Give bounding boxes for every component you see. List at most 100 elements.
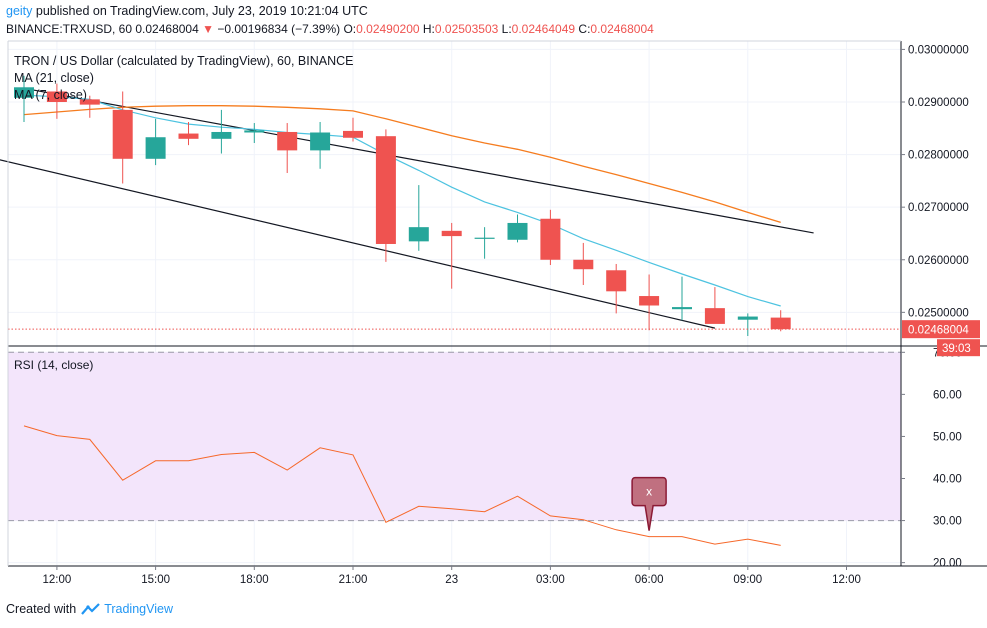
candle-body: [211, 131, 232, 139]
candle-up: [507, 214, 528, 243]
countdown-tag-bg: [937, 339, 980, 357]
last-price-tag-bg: [902, 320, 980, 339]
candle-body: [277, 131, 298, 151]
trend-lines[interactable]: [0, 87, 814, 329]
candle-body: [704, 308, 725, 324]
last-price-tag: 0.02468004 39:03: [902, 320, 980, 357]
trend-line: [0, 159, 716, 329]
x-tick-label: 12:00: [43, 574, 72, 586]
x-tick-label: 15:00: [141, 574, 170, 586]
tradingview-logo[interactable]: TradingView: [80, 602, 173, 616]
symbol-info: BINANCE:TRXUSD, 60 0.02468004 ▼ −0.00196…: [6, 22, 654, 36]
rsi-band: [8, 352, 901, 521]
candle-body: [770, 317, 791, 330]
candle-down: [178, 121, 199, 146]
candle-down: [79, 95, 100, 118]
symbol-line: BINANCE:TRXUSD, 60: [6, 22, 133, 36]
candle-body: [540, 218, 561, 260]
price-axis[interactable]: 0.03000000 0.02900000 0.02800000 0.02700000…: [901, 44, 969, 319]
published-text: published on TradingView.com, July 23, 2…: [35, 4, 368, 18]
y-tick-label: 0.02600000: [908, 255, 969, 267]
candle-up: [737, 313, 758, 337]
candle-up: [474, 227, 495, 259]
ma21-line: [23, 105, 781, 224]
candle-body: [639, 296, 660, 306]
ma7-line: [23, 94, 781, 307]
candles: [14, 75, 791, 337]
candle-down: [606, 263, 627, 314]
y-tick-label: 0.02500000: [908, 307, 969, 319]
x-tick-label: 18:00: [240, 574, 269, 586]
rsi-line: [23, 425, 781, 546]
candle-body: [112, 109, 133, 159]
rsi-marker[interactable]: x: [631, 476, 667, 531]
y-tick-label: 0.02700000: [908, 202, 969, 214]
candle-down: [46, 83, 67, 119]
x-tick-label: 23: [445, 574, 458, 586]
candle-down: [573, 242, 594, 285]
last-price-tag-text: 0.02468004: [908, 325, 969, 337]
open-value: 0.02490200: [356, 22, 420, 36]
rsi-title: RSI (14, close): [14, 358, 93, 372]
chart-title: TRON / US Dollar (calculated by TradingV…: [14, 54, 353, 68]
trend-line: [23, 87, 814, 234]
marker-label: x: [646, 485, 652, 499]
candle-body: [244, 130, 265, 133]
rsi-tick-label: 30.00: [933, 516, 962, 528]
rsi-tick-label: 50.00: [933, 431, 962, 443]
candle-up: [672, 276, 692, 321]
candle-body: [178, 133, 199, 139]
y-tick-label: 0.03000000: [908, 44, 969, 56]
legend-ma7: MA (7, close): [14, 88, 87, 102]
last-price: 0.02468004: [135, 22, 199, 36]
y-tick-label: 0.02900000: [908, 97, 969, 109]
candle-down: [277, 123, 298, 173]
rsi-tick-label: 40.00: [933, 474, 962, 486]
candle-body: [343, 130, 363, 138]
candle-down: [375, 129, 396, 262]
high-value: 0.02503503: [434, 22, 499, 36]
x-tick-label: 21:00: [339, 574, 368, 586]
candle-body: [46, 91, 67, 102]
candle-body: [375, 136, 396, 244]
open-label: O:: [343, 22, 357, 36]
username[interactable]: geity: [6, 4, 33, 18]
countdown-tag-text: 39:03: [942, 343, 971, 355]
marker-balloon: [631, 476, 667, 531]
candle-up: [244, 123, 265, 144]
low-label: L:: [501, 22, 512, 36]
candle-down: [639, 274, 660, 331]
candle-down: [112, 91, 133, 184]
price-change: −0.00196834 (−7.39%): [217, 22, 341, 36]
x-tick-label: 06:00: [635, 574, 664, 586]
close-label: C:: [578, 22, 591, 36]
created-with-text: Created with: [6, 602, 77, 616]
legend-ma21: MA (21, close): [14, 71, 94, 85]
rsi-reference-lines: [8, 351, 901, 522]
candle-body: [310, 132, 331, 151]
x-tick-label: 09:00: [733, 574, 762, 586]
x-tick-label: 03:00: [536, 574, 565, 586]
candle-body: [474, 237, 495, 239]
time-axis[interactable]: 12:00 15:00 18:00 21:00 23 03:00 06:00 09:00 12:…: [43, 566, 861, 586]
rsi-tick-label: 20.00: [933, 558, 962, 570]
candle-body: [145, 137, 166, 159]
candle-body: [408, 227, 429, 242]
candle-body: [441, 230, 462, 237]
candle-up: [145, 118, 166, 166]
change-arrow: ▼: [202, 22, 215, 36]
y-tick-label: 0.02800000: [908, 150, 969, 162]
close-value: 0.02468004: [590, 22, 654, 36]
candle-down: [343, 117, 363, 142]
candle-body: [507, 222, 528, 240]
candle-up: [14, 75, 34, 122]
rsi-tick-label: 60.00: [933, 389, 962, 401]
tradingview-brand: TradingView: [104, 602, 173, 616]
candle-body: [79, 99, 100, 105]
candle-body: [573, 259, 594, 270]
high-label: H:: [422, 22, 435, 36]
x-tick-label: 12:00: [832, 574, 861, 586]
candle-up: [408, 185, 429, 251]
